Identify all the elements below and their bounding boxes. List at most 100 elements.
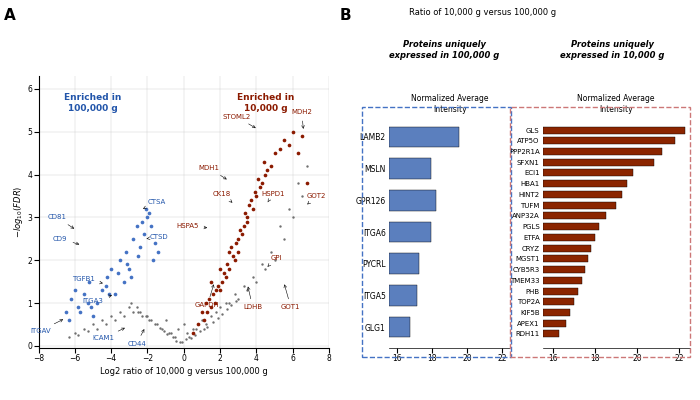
- Point: [183, 334, 195, 340]
- Point: [207, 291, 218, 298]
- Point: [214, 287, 225, 293]
- Point: [284, 141, 295, 148]
- Point: [153, 248, 164, 255]
- Point: [102, 274, 113, 280]
- Point: [274, 146, 286, 152]
- Point: [220, 274, 231, 280]
- Point: [182, 330, 193, 336]
- Bar: [542, 320, 566, 327]
- Point: [245, 197, 256, 204]
- Point: [247, 274, 258, 280]
- Title: Normalized Average
Intensity: Normalized Average Intensity: [411, 94, 489, 114]
- Point: [247, 206, 258, 212]
- Point: [200, 321, 211, 328]
- Point: [302, 163, 313, 169]
- Point: [125, 300, 136, 306]
- Point: [260, 266, 271, 272]
- Point: [127, 308, 139, 315]
- Point: [241, 214, 253, 220]
- Point: [155, 325, 166, 331]
- Point: [144, 210, 155, 216]
- Point: [142, 313, 153, 319]
- Point: [85, 304, 97, 310]
- Point: [225, 302, 237, 308]
- Point: [149, 240, 160, 246]
- Point: [214, 304, 225, 310]
- Point: [254, 184, 265, 190]
- Point: [256, 261, 267, 268]
- Point: [82, 328, 93, 334]
- Point: [240, 210, 251, 216]
- Point: [124, 304, 135, 310]
- Point: [220, 300, 231, 306]
- Point: [109, 317, 120, 323]
- Text: GOT2: GOT2: [307, 193, 326, 204]
- Point: [256, 180, 267, 186]
- Point: [216, 278, 228, 285]
- Point: [287, 128, 298, 135]
- Point: [218, 270, 230, 276]
- Bar: [542, 170, 633, 176]
- Point: [115, 308, 126, 315]
- Point: [60, 308, 71, 315]
- Point: [136, 313, 148, 319]
- Bar: [542, 330, 559, 338]
- Point: [232, 248, 244, 255]
- Point: [138, 231, 149, 238]
- Point: [127, 236, 139, 242]
- Point: [176, 339, 188, 346]
- Point: [142, 214, 153, 220]
- Point: [106, 266, 117, 272]
- Text: GOT1: GOT1: [281, 285, 300, 310]
- Bar: [542, 234, 595, 241]
- Point: [204, 296, 215, 302]
- Bar: [542, 266, 584, 273]
- Bar: [542, 309, 570, 316]
- Point: [293, 180, 304, 186]
- Point: [174, 338, 186, 345]
- Point: [133, 308, 144, 315]
- Point: [140, 206, 151, 212]
- Point: [258, 158, 270, 165]
- Point: [124, 266, 135, 272]
- Point: [146, 317, 157, 323]
- Text: A: A: [4, 8, 15, 23]
- Title: Normalized Average
Intensity: Normalized Average Intensity: [578, 94, 655, 114]
- Point: [296, 193, 307, 199]
- Point: [97, 287, 108, 293]
- Point: [202, 308, 213, 315]
- Text: CD81: CD81: [47, 214, 74, 228]
- Point: [213, 283, 224, 289]
- Point: [200, 300, 211, 306]
- Point: [118, 313, 130, 319]
- Point: [75, 308, 86, 315]
- Point: [97, 317, 108, 323]
- Point: [205, 313, 216, 319]
- Text: CK18: CK18: [213, 191, 232, 202]
- Point: [223, 300, 235, 306]
- Point: [260, 171, 271, 178]
- Point: [269, 150, 280, 156]
- Point: [149, 321, 160, 328]
- Text: GAPDH: GAPDH: [195, 285, 220, 308]
- Bar: [542, 126, 685, 134]
- Text: CD44: CD44: [127, 330, 146, 347]
- Text: HSPD1: HSPD1: [261, 191, 284, 202]
- Point: [265, 248, 276, 255]
- Point: [251, 278, 262, 285]
- Text: LDHB: LDHB: [243, 287, 262, 310]
- Bar: [389, 158, 430, 179]
- Point: [173, 326, 184, 332]
- Point: [231, 298, 242, 304]
- Point: [113, 270, 124, 276]
- Point: [241, 218, 253, 225]
- Point: [234, 227, 246, 234]
- Point: [122, 261, 133, 268]
- Point: [228, 253, 239, 259]
- Bar: [389, 126, 459, 147]
- Point: [84, 278, 95, 285]
- Text: MDH1: MDH1: [199, 165, 226, 179]
- Point: [293, 150, 304, 156]
- Point: [167, 334, 178, 340]
- Point: [205, 304, 216, 310]
